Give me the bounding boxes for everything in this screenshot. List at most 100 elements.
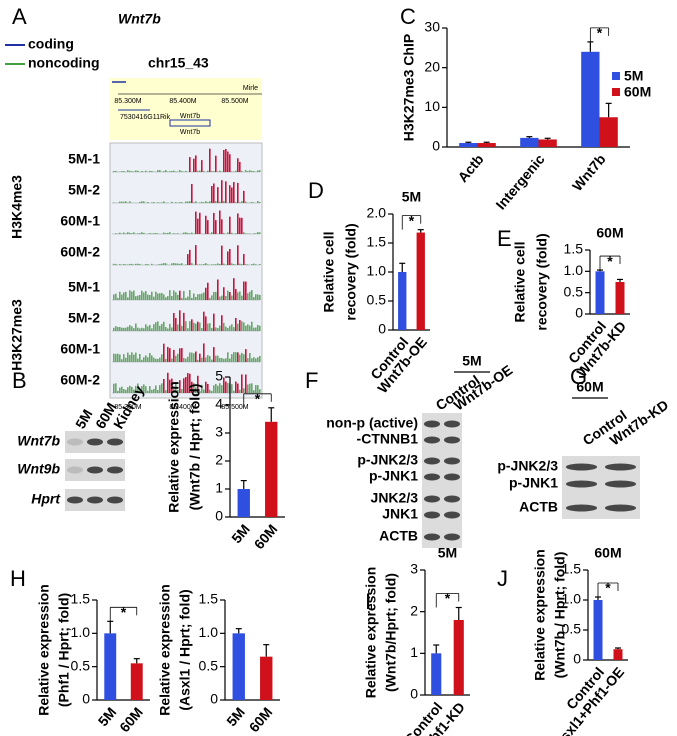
track-signal: [147, 326, 149, 331]
track-signal: [257, 357, 259, 362]
blot-band: [444, 436, 460, 444]
track-signal: [223, 287, 225, 300]
y-tick-label: 1.5: [564, 241, 584, 257]
track-signal: [217, 187, 219, 203]
track-signal: [195, 323, 197, 331]
track-signal: [185, 297, 187, 300]
track-signal: [115, 383, 117, 393]
track-signal: [213, 313, 215, 331]
track-signal: [155, 322, 157, 331]
track-signal: [189, 249, 191, 265]
panel-letter: F: [305, 368, 318, 393]
gene-name: Wnt7b: [180, 113, 200, 120]
track-signal: [209, 233, 211, 234]
track-signal: [191, 297, 193, 300]
blot-band: [444, 457, 460, 465]
track-signal: [143, 384, 145, 393]
significance-star: *: [255, 391, 261, 407]
track-signal: [211, 232, 213, 234]
track-signal: [113, 327, 115, 331]
track-signal: [149, 353, 151, 362]
track-signal: [187, 254, 189, 265]
track-signal: [217, 355, 219, 362]
blot-row-label: JNK2/3: [371, 490, 419, 506]
blot-band: [424, 436, 440, 444]
track-signal: [155, 291, 157, 300]
track-signal: [243, 322, 245, 331]
track-signal: [251, 358, 253, 362]
track-signal: [221, 385, 223, 393]
track-signal: [259, 170, 261, 172]
y-tick-label: 1.0: [199, 624, 219, 640]
track-signal: [253, 357, 255, 362]
blot-band: [444, 420, 460, 428]
track-signal: [209, 389, 211, 393]
track-signal: [255, 233, 257, 234]
track-signal: [141, 171, 143, 172]
y-axis-label: (Phf1 / Hprt; fold): [56, 593, 72, 707]
track-signal: [159, 357, 161, 362]
track-signal: [155, 232, 157, 234]
track-signal: [225, 149, 227, 172]
track-signal: [127, 232, 129, 234]
track-signal: [247, 358, 249, 362]
track-signal: [143, 292, 145, 300]
track-signal: [253, 390, 255, 393]
track-signal: [201, 293, 203, 300]
track-signal: [151, 263, 153, 265]
blot-row-label: p-JNK1: [369, 468, 418, 484]
track-signal: [245, 349, 247, 362]
bar: [265, 421, 278, 517]
track-signal: [123, 264, 125, 265]
track-signal: [201, 357, 203, 362]
blot-band: [87, 466, 103, 474]
track-signal: [211, 295, 213, 300]
track-signal: [187, 328, 189, 331]
track-signal: [247, 384, 249, 393]
x-tick-label: 60M: [251, 521, 281, 552]
track-signal: [251, 290, 253, 300]
track-signal: [243, 354, 245, 362]
track-signal: [229, 216, 231, 234]
track-group: H3K4me3: [9, 175, 25, 239]
track-signal: [151, 355, 153, 362]
track-signal: [255, 264, 257, 265]
x-tick-label: 60M: [116, 704, 146, 735]
coordinate: 85.400M: [169, 98, 196, 105]
track-signal: [163, 294, 165, 300]
y-axis-label: Relative expression: [166, 381, 182, 513]
y-axis-label: recovery (fold): [534, 233, 550, 330]
track-signal: [135, 170, 137, 172]
track-signal: [227, 290, 229, 300]
track-signal: [179, 290, 181, 300]
track-signal: [237, 383, 239, 393]
track-signal: [211, 186, 213, 203]
coordinate: 85.500M: [221, 98, 248, 105]
blot-row-label: p-JNK2/3: [497, 458, 558, 474]
track-signal: [189, 233, 191, 234]
track-signal: [121, 171, 123, 172]
track-signal: [119, 232, 121, 234]
track-signal: [129, 232, 131, 234]
y-tick-label: 2.0: [367, 205, 387, 221]
track-signal: [129, 290, 131, 300]
track-signal: [235, 381, 237, 393]
track-signal: [143, 328, 145, 331]
y-axis-label: (Wnt7b / Hprt; fold): [187, 384, 203, 511]
y-tick-label: 0.5: [564, 283, 584, 299]
track-signal: [257, 294, 259, 300]
track-signal: [131, 291, 133, 300]
track-signal: [137, 170, 139, 172]
track-signal: [153, 324, 155, 331]
track-signal: [139, 353, 141, 362]
y-tick-label: 2: [410, 602, 418, 618]
track-signal: [133, 290, 135, 300]
blot-row-label: Hprt: [31, 491, 61, 507]
track-signal: [235, 233, 237, 234]
track-signal: [185, 321, 187, 331]
track-signal: [119, 354, 121, 362]
track-signal: [201, 264, 203, 265]
track-signal: [145, 170, 147, 172]
track-signal: [215, 201, 217, 203]
track-signal: [219, 263, 221, 265]
